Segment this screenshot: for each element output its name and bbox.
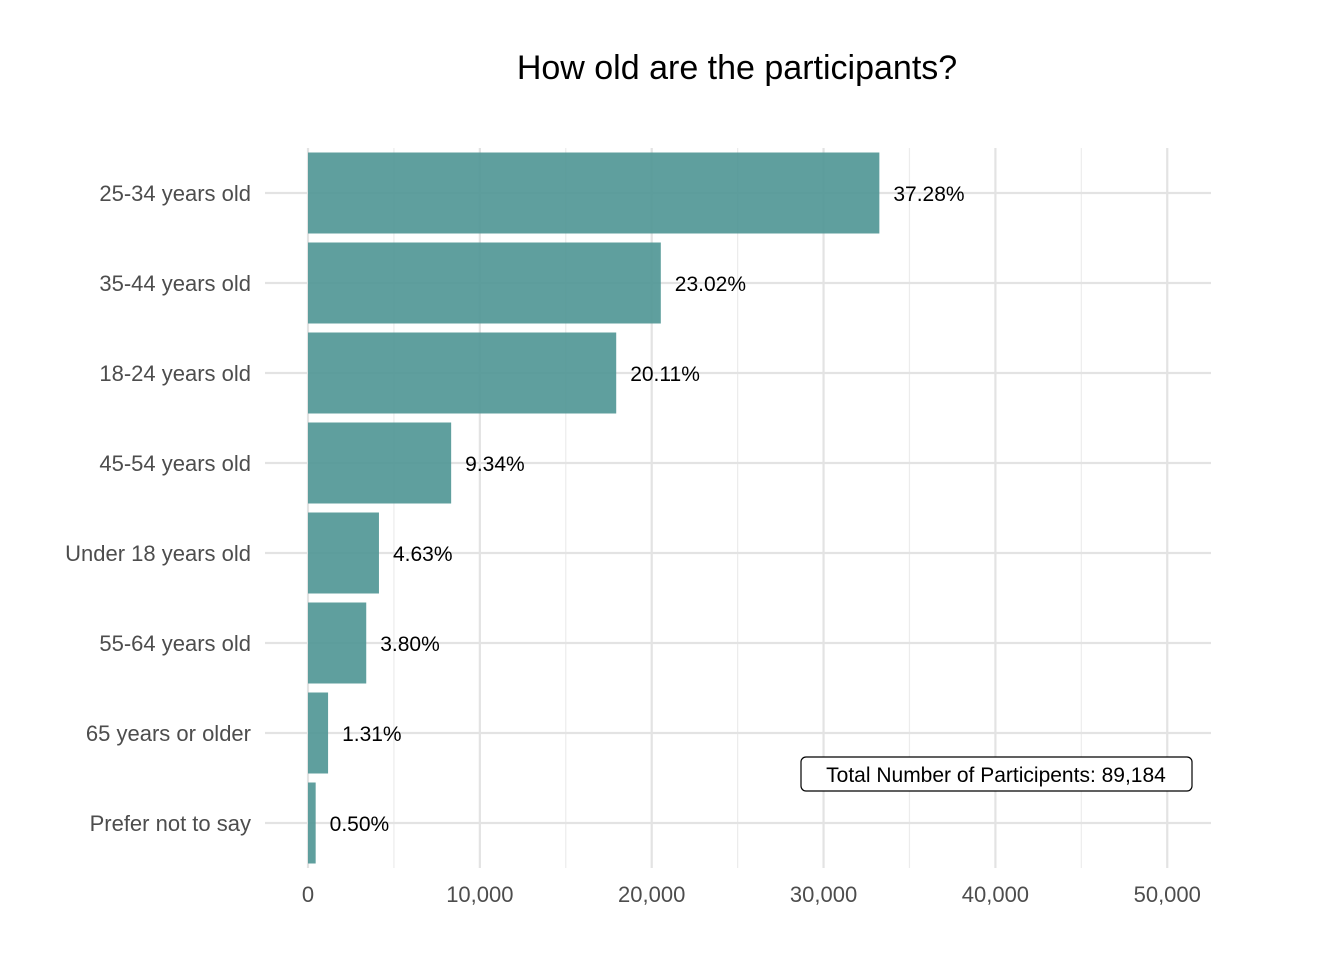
value-label: 23.02% [675, 273, 746, 296]
bar [308, 512, 379, 594]
value-label: 1.31% [342, 723, 402, 746]
category-label: Prefer not to say [90, 811, 251, 836]
value-label: 9.34% [465, 453, 525, 476]
value-label: 4.63% [393, 543, 453, 566]
chart-title: How old are the participants? [517, 49, 957, 87]
annotation-box [800, 756, 1193, 792]
category-label: 55-64 years old [99, 631, 251, 656]
value-label: 0.50% [330, 813, 390, 836]
value-label: 37.28% [893, 183, 964, 206]
x-tick-label: 0 [302, 882, 314, 907]
x-tick-label: 10,000 [446, 882, 513, 907]
y-axis-category-labels: 25-34 years old 35-44 years old 18-24 year… [65, 181, 251, 836]
x-tick-label: 20,000 [618, 882, 685, 907]
x-tick-label: 30,000 [790, 882, 857, 907]
category-label: 18-24 years old [99, 361, 251, 386]
category-label: Under 18 years old [65, 541, 251, 566]
total-participants-annotation: Total Number of Participents: 89,184 [800, 756, 1193, 792]
bar [308, 152, 880, 234]
bar [308, 692, 329, 774]
category-label: 45-54 years old [99, 451, 251, 476]
bars [308, 152, 880, 864]
value-label: 3.80% [380, 633, 440, 656]
x-tick-label: 50,000 [1134, 882, 1201, 907]
bar [308, 332, 617, 414]
value-label: 20.11% [630, 363, 700, 386]
bar [308, 422, 452, 504]
annotation-text: Total Number of Participents: 89,184 [826, 764, 1166, 787]
category-label: 35-44 years old [99, 271, 251, 296]
category-label: 65 years or older [86, 721, 251, 746]
x-tick-label: 40,000 [962, 882, 1029, 907]
bar [308, 602, 367, 684]
category-label: 25-34 years old [99, 181, 251, 206]
bar [308, 782, 316, 864]
x-axis-tick-labels: 0 10,000 20,000 30,000 40,000 50,000 [302, 882, 1201, 907]
value-labels: 37.28% 23.02% 20.11% 9.34% 4.63% 3.80% 1.31% 0.… [330, 183, 965, 836]
bar [308, 242, 661, 324]
